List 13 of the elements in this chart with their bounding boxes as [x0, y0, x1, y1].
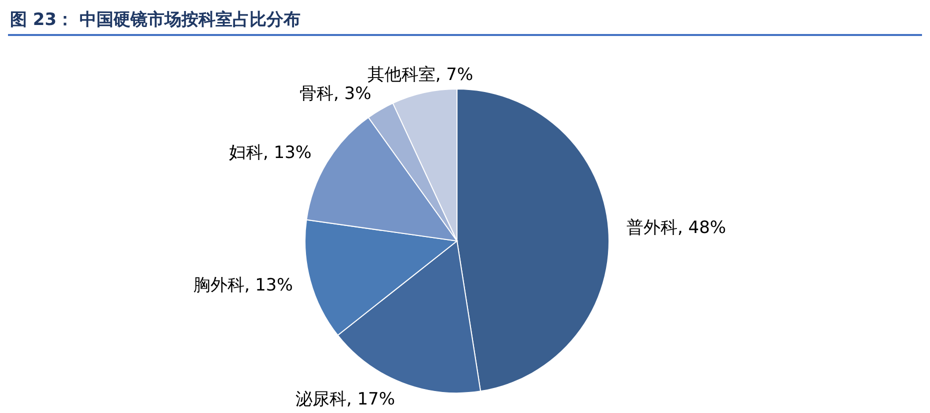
slice-label: 妇科	[228, 142, 263, 163]
data-label: , 48%	[677, 218, 726, 238]
slice-label: 泌尿科	[295, 389, 346, 410]
chart-title: 图 23： 中国硬镜市场按科室占比分布	[8, 8, 922, 36]
data-label: , 13%	[244, 275, 293, 296]
data-label: , 13%	[262, 142, 312, 163]
slice-label: 骨科	[299, 84, 334, 104]
slice-label: 普外科	[626, 218, 678, 238]
data-label: , 3%	[333, 84, 372, 104]
data-label: , 7%	[435, 65, 474, 86]
slice-label: 胸外科	[193, 275, 244, 296]
data-label: , 17%	[346, 389, 396, 410]
slice-label: 其他科室	[367, 65, 436, 86]
